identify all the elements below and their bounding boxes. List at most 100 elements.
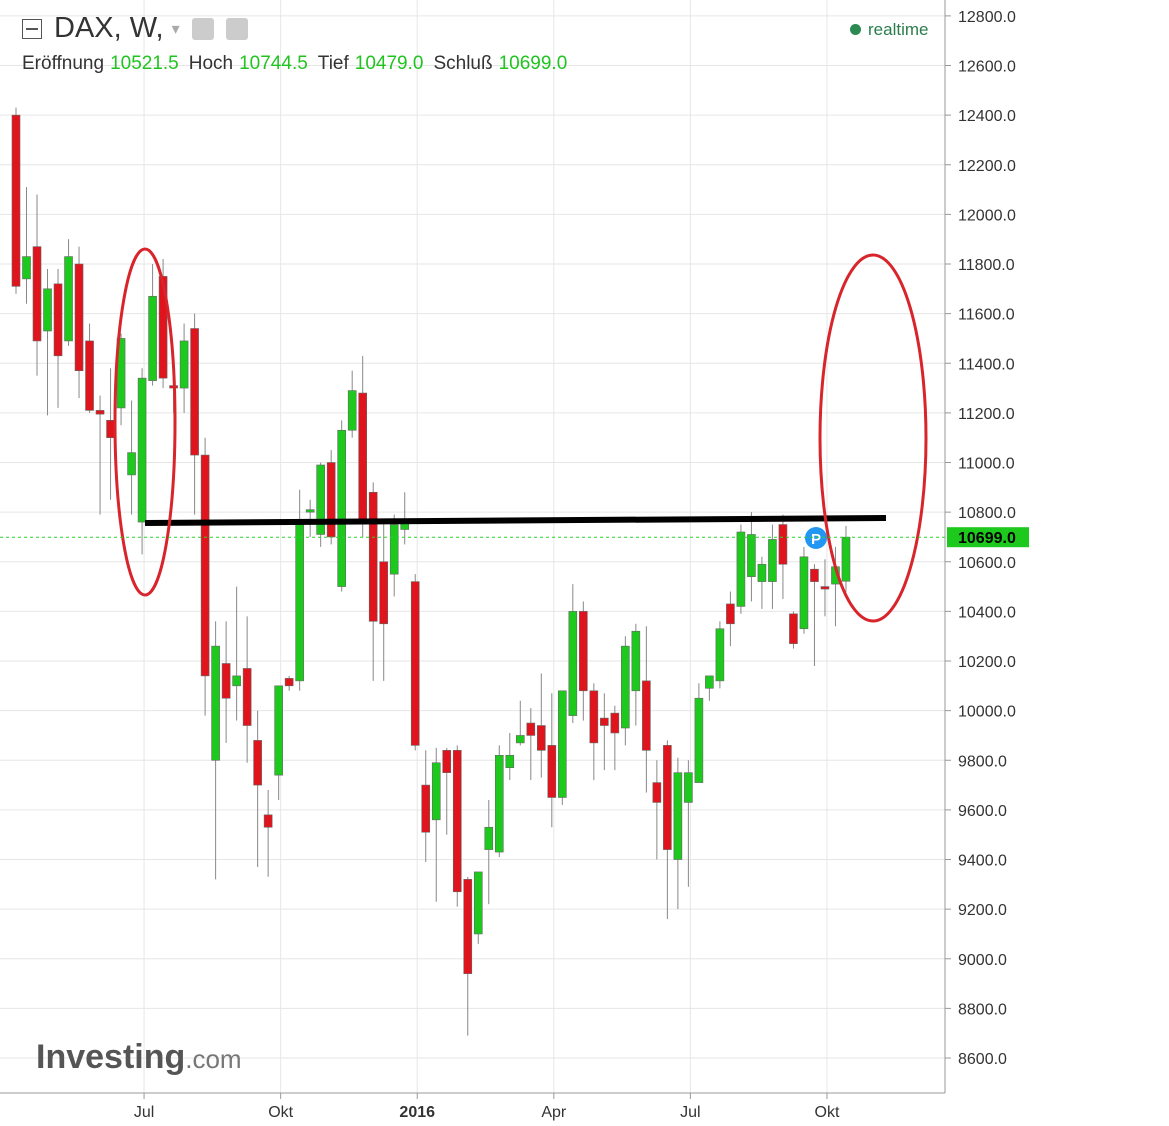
x-tick-label: 2016 xyxy=(399,1104,435,1121)
ohlc-label: Tief xyxy=(317,53,349,74)
candle-body xyxy=(32,246,42,342)
candle-body xyxy=(95,410,105,415)
ohlc-label: Schluß xyxy=(433,53,493,74)
candle-body xyxy=(726,603,735,625)
candle-body xyxy=(368,491,378,622)
candle-body xyxy=(789,613,798,644)
collapse-icon[interactable] xyxy=(22,18,42,39)
candle-body xyxy=(305,509,315,513)
y-tick-label: 11800.0 xyxy=(958,257,1015,274)
candle-body xyxy=(389,524,399,575)
candle-body xyxy=(705,675,714,689)
candle-body xyxy=(484,826,494,850)
settings-icon[interactable] xyxy=(225,17,248,40)
candle-body xyxy=(190,328,199,456)
candle-body xyxy=(673,772,683,860)
candle-body xyxy=(148,295,157,381)
candle-body xyxy=(610,712,620,734)
y-tick-label: 9600.0 xyxy=(958,803,1007,820)
grid xyxy=(0,0,945,1093)
ohlc-value: 10744.5 xyxy=(239,53,308,74)
title-row: DAX, W, ▾ xyxy=(22,12,577,45)
candle-body xyxy=(810,568,819,582)
candle-body xyxy=(221,663,231,699)
dropdown-icon[interactable]: ▾ xyxy=(171,20,180,38)
y-tick-label: 9800.0 xyxy=(958,753,1007,770)
y-tick-label: 10400.0 xyxy=(958,604,1016,621)
y-tick-label: 10800.0 xyxy=(958,505,1016,522)
eye-icon[interactable] xyxy=(191,17,214,40)
ohlc-value: 10479.0 xyxy=(354,53,424,74)
y-tick-label: 12600.0 xyxy=(958,59,1016,76)
logo-suffix: .com xyxy=(185,1044,242,1074)
candle-body xyxy=(652,782,662,803)
candle-body xyxy=(410,581,420,746)
candle-body xyxy=(579,611,588,692)
candle-body xyxy=(442,750,452,773)
candle-body xyxy=(158,276,168,379)
candle-body xyxy=(600,717,609,726)
chart-title: DAX, W, xyxy=(54,12,164,44)
candle-body xyxy=(242,668,252,726)
candle-body xyxy=(841,536,851,582)
y-tick-label: 11200.0 xyxy=(958,406,1015,423)
candle-body xyxy=(431,762,441,821)
candle-body xyxy=(11,114,21,287)
candle-body xyxy=(799,556,809,630)
candle-body xyxy=(463,879,473,974)
y-tick-label: 11400.0 xyxy=(958,356,1015,373)
candle-body xyxy=(568,611,578,716)
y-tick-label: 12400.0 xyxy=(958,108,1016,125)
candle-body xyxy=(589,690,599,744)
highlight-ellipse xyxy=(113,247,177,597)
candle-body xyxy=(274,685,283,776)
candle-body xyxy=(85,340,94,411)
candle-body xyxy=(473,871,483,935)
logo-main: Investing xyxy=(36,1038,186,1076)
y-tick-label: 9000.0 xyxy=(958,952,1007,969)
realtime-badge: realtime xyxy=(850,20,928,40)
candle-body xyxy=(736,531,746,607)
last-price-box xyxy=(947,527,1029,548)
candle-body xyxy=(53,283,63,357)
candle-body xyxy=(526,722,536,736)
candle-body xyxy=(127,452,136,476)
candle-body xyxy=(536,725,546,751)
y-tick-label: 11600.0 xyxy=(958,307,1015,324)
ohlc-value: 10699.0 xyxy=(498,53,568,74)
candle-body xyxy=(137,377,147,523)
candle-body xyxy=(547,745,557,798)
x-tick-label: Okt xyxy=(268,1104,293,1121)
ohlc-label: Hoch xyxy=(188,53,234,74)
y-tick-label: 8800.0 xyxy=(958,1001,1007,1018)
candle-body xyxy=(778,524,788,565)
candle-body xyxy=(337,429,346,587)
candle-body xyxy=(515,735,525,744)
candle-body xyxy=(232,675,241,687)
candle-body xyxy=(200,454,210,677)
candle-body xyxy=(326,462,336,538)
candle-body xyxy=(253,740,262,786)
candle-body xyxy=(663,745,672,850)
y-tick-label: 10000.0 xyxy=(958,704,1016,721)
header: DAX, W, ▾ Eröffnung 10521.5 Hoch 10744.5 Tief… xyxy=(22,12,577,75)
candle-body xyxy=(316,464,325,535)
candle-body xyxy=(106,420,115,438)
y-tick-label: 8600.0 xyxy=(958,1051,1007,1068)
candle-body xyxy=(757,563,767,582)
candles xyxy=(11,107,851,1036)
candle-body xyxy=(379,561,389,625)
ohlc-value: 10521.5 xyxy=(110,53,179,74)
candle-body xyxy=(558,690,567,798)
last-price-label: 10699.0 xyxy=(958,530,1016,547)
x-tick-label: Apr xyxy=(541,1104,567,1121)
candle-body xyxy=(179,340,189,389)
marker-p-label: P xyxy=(811,531,821,548)
y-tick-label: 9200.0 xyxy=(958,902,1007,919)
candle-body xyxy=(64,256,73,342)
x-tick-label: Jul xyxy=(134,1104,154,1121)
highlight-ellipse xyxy=(818,253,928,623)
y-tick-label: 12800.0 xyxy=(958,9,1016,26)
candle-body xyxy=(768,539,777,582)
